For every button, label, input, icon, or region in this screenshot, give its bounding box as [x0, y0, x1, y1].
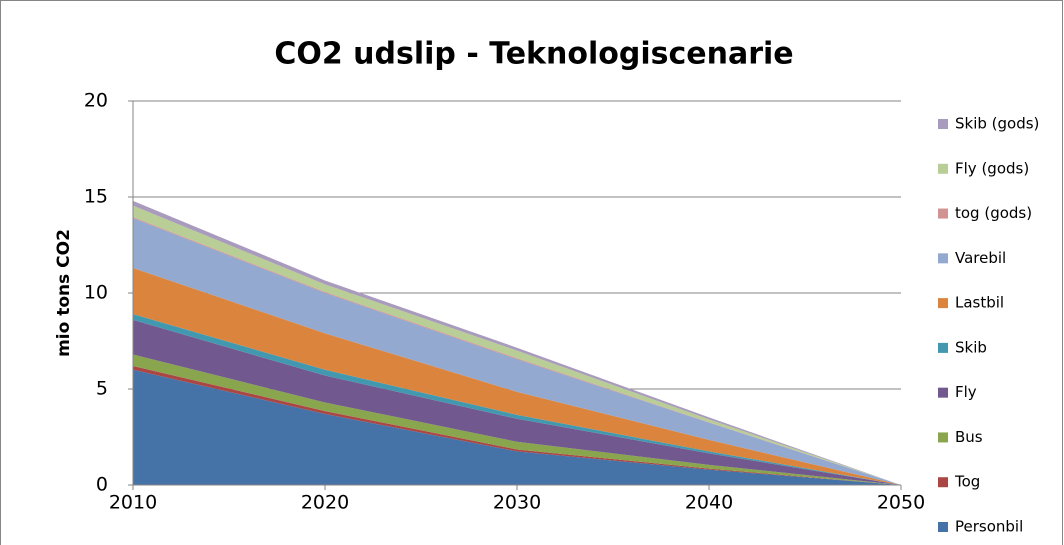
legend-label: Fly (gods) [955, 159, 1029, 177]
legend-label: Skib [955, 338, 987, 356]
area [133, 369, 901, 485]
chart-title: CO2 udslip - Teknologiscenarie [274, 37, 793, 72]
legend-swatch [938, 298, 948, 309]
legend-swatch [938, 163, 948, 174]
x-tick-label: 2050 [877, 492, 925, 514]
y-tick-label: 10 [84, 282, 108, 304]
legend-label: Fly [955, 383, 977, 401]
legend-label: Personbil [955, 518, 1023, 536]
legend-label: Varebil [955, 249, 1006, 267]
legend-swatch [938, 432, 948, 443]
x-tick-label: 2020 [301, 492, 349, 514]
legend-swatch [938, 522, 948, 532]
legend-label: Tog [954, 473, 980, 491]
y-tick-label: 5 [96, 378, 108, 400]
legend-swatch [938, 208, 948, 219]
legend-swatch [938, 477, 948, 488]
legend-label: Lastbil [955, 294, 1004, 312]
x-tick-label: 2040 [685, 492, 733, 514]
legend-swatch [938, 253, 948, 264]
legend-label: Bus [955, 428, 983, 446]
x-tick-label: 2030 [493, 492, 541, 514]
legend-swatch [938, 387, 948, 398]
x-tick-label: 2010 [109, 492, 157, 514]
y-tick-label: 20 [84, 90, 108, 112]
legend-swatch [938, 119, 948, 129]
legend-label: tog (gods) [955, 204, 1032, 222]
y-tick-label: 0 [96, 474, 108, 496]
legend-label: Skib (gods) [955, 115, 1039, 133]
y-tick-label: 15 [84, 186, 108, 208]
y-axis-title: mio tons CO2 [54, 229, 74, 357]
legend-swatch [938, 342, 948, 353]
